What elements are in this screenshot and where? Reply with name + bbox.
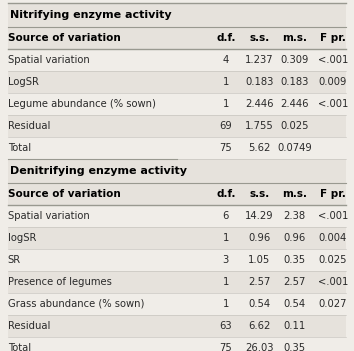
- Text: <.001: <.001: [318, 277, 348, 287]
- Text: <.001: <.001: [318, 211, 348, 221]
- Bar: [8, 249, 346, 271]
- Text: F pr.: F pr.: [320, 189, 346, 199]
- Bar: [8, 27, 346, 49]
- Text: Spatial variation: Spatial variation: [8, 211, 90, 221]
- Text: 2.57: 2.57: [248, 277, 270, 287]
- Text: Residual: Residual: [8, 321, 50, 331]
- Bar: [8, 115, 346, 137]
- Text: 0.183: 0.183: [280, 77, 309, 87]
- Text: 0.009: 0.009: [319, 77, 347, 87]
- Text: Grass abundance (% sown): Grass abundance (% sown): [8, 299, 144, 309]
- Text: 2.38: 2.38: [284, 211, 306, 221]
- Bar: [8, 337, 346, 351]
- Text: 1: 1: [223, 299, 229, 309]
- Text: 14.29: 14.29: [245, 211, 273, 221]
- Bar: [8, 3, 346, 27]
- Text: logSR: logSR: [8, 233, 36, 243]
- Text: SR: SR: [8, 255, 21, 265]
- Text: 26.03: 26.03: [245, 343, 273, 351]
- Text: 0.35: 0.35: [284, 343, 306, 351]
- Text: 1.755: 1.755: [245, 121, 274, 131]
- Text: 1: 1: [223, 233, 229, 243]
- Text: Residual: Residual: [8, 121, 50, 131]
- Text: 69: 69: [219, 121, 232, 131]
- Text: 1: 1: [223, 99, 229, 109]
- Text: 0.025: 0.025: [319, 255, 347, 265]
- Text: d.f.: d.f.: [216, 189, 236, 199]
- Text: Nitrifying enzyme activity: Nitrifying enzyme activity: [10, 10, 171, 20]
- Text: 63: 63: [219, 321, 232, 331]
- Text: LogSR: LogSR: [8, 77, 39, 87]
- Text: 75: 75: [219, 143, 232, 153]
- Text: 4: 4: [223, 55, 229, 65]
- Bar: [8, 227, 346, 249]
- Text: m.s.: m.s.: [282, 189, 307, 199]
- Text: 0.96: 0.96: [284, 233, 306, 243]
- Text: d.f.: d.f.: [216, 33, 236, 43]
- Bar: [8, 315, 346, 337]
- Text: 1: 1: [223, 77, 229, 87]
- Text: 5.62: 5.62: [248, 143, 270, 153]
- Text: 0.183: 0.183: [245, 77, 273, 87]
- Text: m.s.: m.s.: [282, 33, 307, 43]
- Text: 75: 75: [219, 343, 232, 351]
- Text: F pr.: F pr.: [320, 33, 346, 43]
- Text: <.001: <.001: [318, 99, 348, 109]
- Text: 6: 6: [223, 211, 229, 221]
- Bar: [8, 49, 346, 71]
- Text: 6.62: 6.62: [248, 321, 270, 331]
- Text: 0.54: 0.54: [284, 299, 306, 309]
- Bar: [8, 271, 346, 293]
- Bar: [8, 71, 346, 93]
- Text: 2.57: 2.57: [283, 277, 306, 287]
- Text: 1.237: 1.237: [245, 55, 273, 65]
- Text: 0.309: 0.309: [280, 55, 309, 65]
- Text: s.s.: s.s.: [249, 189, 269, 199]
- Bar: [8, 159, 346, 183]
- Text: 2.446: 2.446: [280, 99, 309, 109]
- Text: Source of variation: Source of variation: [8, 189, 121, 199]
- Bar: [8, 93, 346, 115]
- Text: Presence of legumes: Presence of legumes: [8, 277, 112, 287]
- Text: 0.54: 0.54: [248, 299, 270, 309]
- Text: 0.35: 0.35: [284, 255, 306, 265]
- Text: 0.027: 0.027: [319, 299, 347, 309]
- Bar: [8, 183, 346, 205]
- Text: 0.96: 0.96: [248, 233, 270, 243]
- Text: Total: Total: [8, 343, 31, 351]
- Text: 1.05: 1.05: [248, 255, 270, 265]
- Text: 0.11: 0.11: [284, 321, 306, 331]
- Text: 0.0749: 0.0749: [277, 143, 312, 153]
- Text: <.001: <.001: [318, 55, 348, 65]
- Bar: [8, 137, 346, 159]
- Text: 3: 3: [223, 255, 229, 265]
- Text: 1: 1: [223, 277, 229, 287]
- Text: Denitrifying enzyme activity: Denitrifying enzyme activity: [10, 166, 187, 176]
- Text: s.s.: s.s.: [249, 33, 269, 43]
- Text: 0.025: 0.025: [280, 121, 309, 131]
- Bar: [8, 205, 346, 227]
- Text: Spatial variation: Spatial variation: [8, 55, 90, 65]
- Text: Source of variation: Source of variation: [8, 33, 121, 43]
- Text: Legume abundance (% sown): Legume abundance (% sown): [8, 99, 156, 109]
- Text: 0.004: 0.004: [319, 233, 347, 243]
- Text: 2.446: 2.446: [245, 99, 273, 109]
- Text: Total: Total: [8, 143, 31, 153]
- Bar: [8, 293, 346, 315]
